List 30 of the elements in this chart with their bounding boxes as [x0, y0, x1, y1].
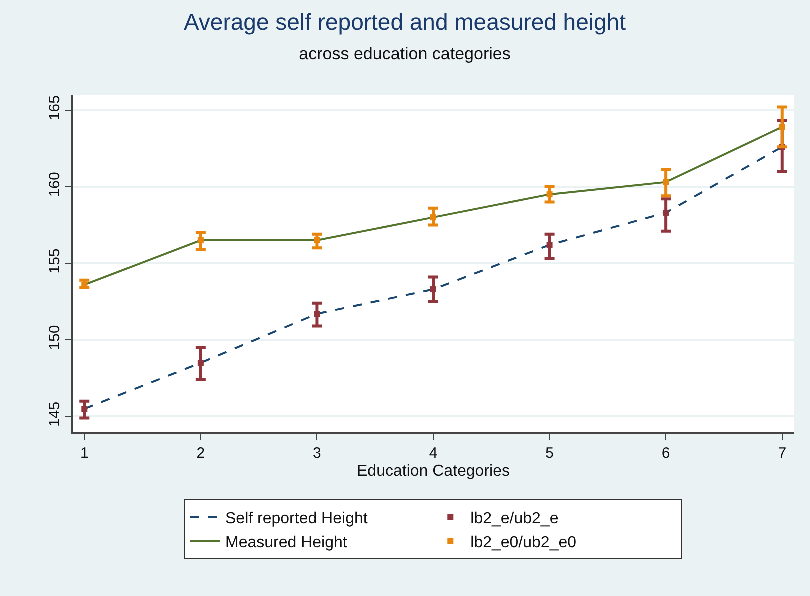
x-tick-label: 1: [80, 444, 89, 462]
legend-label: Measured Height: [226, 534, 348, 552]
point: [430, 286, 436, 293]
legend-label: lb2_e0/ub2_e0: [470, 534, 577, 552]
point: [546, 242, 553, 248]
chart-subtitle: across education categories: [299, 44, 511, 64]
point: [663, 210, 670, 216]
x-tick-label: 7: [778, 444, 787, 462]
point: [779, 124, 786, 130]
chart-title: Average self reported and measured height: [184, 8, 627, 35]
point: [82, 406, 88, 412]
point: [430, 214, 436, 221]
x-tick-label: 5: [546, 444, 554, 462]
x-axis-title: Education Categories: [357, 462, 510, 480]
x-tick-label: 6: [662, 444, 670, 462]
y-tick-label: 160: [46, 172, 64, 198]
y-tick-label: 150: [46, 325, 64, 350]
y-tick-label: 145: [46, 402, 64, 427]
point: [314, 311, 320, 318]
point: [663, 179, 670, 186]
legend-label: Self reported Height: [226, 510, 368, 528]
point: [198, 360, 204, 366]
point: [198, 238, 204, 244]
legend-label: lb2_e/ub2_e: [470, 510, 559, 528]
point: [314, 238, 320, 244]
y-tick-label: 165: [46, 96, 64, 121]
y-tick-label: 155: [46, 248, 64, 274]
x-tick-label: 4: [429, 444, 438, 462]
x-tick-label: 3: [313, 444, 322, 462]
x-tick-label: 2: [196, 444, 206, 462]
